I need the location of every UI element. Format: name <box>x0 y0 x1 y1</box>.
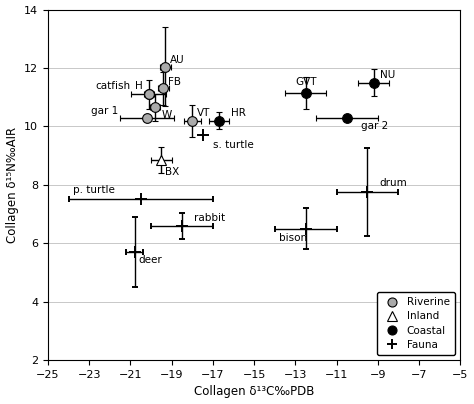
Text: AU: AU <box>170 55 184 65</box>
Text: deer: deer <box>139 255 163 265</box>
Y-axis label: Collagen δ¹⁵N‰AIR: Collagen δ¹⁵N‰AIR <box>6 127 18 243</box>
Legend: Riverine, Inland, Coastal, Fauna: Riverine, Inland, Coastal, Fauna <box>377 292 455 355</box>
Text: BX: BX <box>165 167 180 177</box>
Text: gar 1: gar 1 <box>91 106 118 116</box>
Text: bison: bison <box>279 233 307 243</box>
Text: GVT: GVT <box>295 77 316 87</box>
Text: HR: HR <box>231 107 246 118</box>
Text: VT: VT <box>197 107 211 118</box>
Text: catfish: catfish <box>95 81 130 91</box>
Text: W: W <box>161 110 172 120</box>
Text: s. turtle: s. turtle <box>213 139 254 149</box>
X-axis label: Collagen δ¹³C‰PDB: Collagen δ¹³C‰PDB <box>194 385 314 398</box>
Text: FB: FB <box>167 77 181 87</box>
Text: p. turtle: p. turtle <box>73 185 115 195</box>
Text: gar 2: gar 2 <box>361 120 389 130</box>
Text: H: H <box>135 81 143 91</box>
Text: drum: drum <box>380 178 408 188</box>
Text: NU: NU <box>380 69 395 80</box>
Text: rabbit: rabbit <box>194 213 226 223</box>
